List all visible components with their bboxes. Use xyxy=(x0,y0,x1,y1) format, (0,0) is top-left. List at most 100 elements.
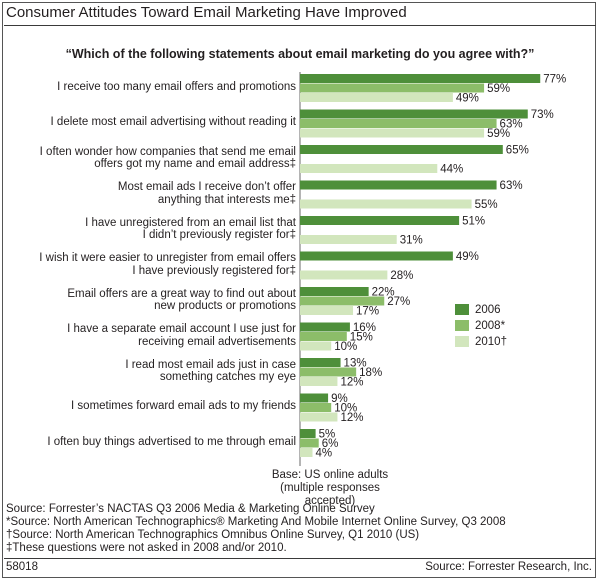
source-credit: Source: Forrester Research, Inc. xyxy=(425,561,592,573)
category-label-line: something catches my eye xyxy=(159,371,296,383)
figure-id: 58018 xyxy=(6,561,38,573)
data-label: 12% xyxy=(340,412,363,424)
bar-2010 xyxy=(300,412,338,422)
category-label: I wish it were easier to unregister from… xyxy=(16,252,296,277)
data-label: 17% xyxy=(356,306,379,318)
category-label-line: I receive too many email offers and prom… xyxy=(57,80,296,93)
data-label: 13% xyxy=(344,358,367,370)
legend-label: 2006 xyxy=(475,304,501,316)
category-label-line: I have unregistered from an email list t… xyxy=(85,216,296,229)
bar-2008 xyxy=(300,119,497,128)
category-label: I read most email ads just in case someth… xyxy=(16,359,296,384)
bar-2006 xyxy=(300,429,316,438)
data-label: 44% xyxy=(440,164,463,176)
category-label-line: I wish it were easier to unregister from… xyxy=(39,252,296,264)
legend-swatch xyxy=(455,304,469,315)
chart-question: “Which of the following statements about… xyxy=(65,47,535,61)
data-label: 49% xyxy=(456,251,479,263)
bar-2008 xyxy=(300,332,347,341)
bar-2006 xyxy=(300,287,369,296)
data-label: 55% xyxy=(475,199,498,211)
bar-2010 xyxy=(300,93,453,102)
category-label-line: receiving email advertisements xyxy=(138,335,296,348)
data-label: 9% xyxy=(331,393,348,405)
data-label: 63% xyxy=(500,180,523,192)
figure-frame xyxy=(2,2,596,578)
category-label-line: new products or promotions xyxy=(154,300,296,312)
bar-2006 xyxy=(300,74,541,83)
bar-2010 xyxy=(300,235,397,244)
category-label: I sometimes forward email ads to my frie… xyxy=(16,400,296,413)
data-label: 27% xyxy=(387,296,410,308)
bar-2006 xyxy=(300,180,497,190)
footer-divider xyxy=(4,558,596,559)
legend-label: 2008* xyxy=(475,320,506,332)
category-label: I delete most email advertising without … xyxy=(16,116,296,129)
data-label: 28% xyxy=(390,270,413,282)
data-label: 59% xyxy=(487,128,510,140)
category-label-line: I sometimes forward email ads to my frie… xyxy=(71,400,296,413)
bar-2006 xyxy=(300,251,453,261)
data-label: 77% xyxy=(543,74,566,86)
legend-swatch xyxy=(455,320,469,331)
figure-title: Consumer Attitudes Toward Email Marketin… xyxy=(6,4,407,21)
data-label: 16% xyxy=(353,322,376,334)
data-label: 5% xyxy=(319,429,336,441)
data-label: 65% xyxy=(506,145,529,157)
bar-2010 xyxy=(300,199,472,209)
base-note-line: (multiple responses accepted) xyxy=(280,482,380,507)
category-label-line: offers got my name and email address‡ xyxy=(94,158,296,170)
data-label: 59% xyxy=(487,83,510,95)
bar-2010 xyxy=(300,448,313,457)
bar-2008 xyxy=(300,83,485,93)
bar-2006 xyxy=(300,109,528,119)
title-divider xyxy=(4,25,596,26)
bar-2010 xyxy=(300,306,354,315)
bar-2008 xyxy=(300,367,357,377)
bar-2006 xyxy=(300,393,329,403)
data-label: 6% xyxy=(322,438,339,450)
category-label: Email offers are a great way to find out… xyxy=(16,288,296,313)
category-label-line: I delete most email advertising without … xyxy=(50,116,296,129)
category-label-line: I didn’t previously register for‡ xyxy=(142,229,296,241)
category-label-line: I often wonder how companies that send m… xyxy=(39,145,296,158)
source-notes: Source: Forrester’s NACTAS Q3 2006 Media… xyxy=(6,503,506,555)
source-note: *Source: North American Technographics® … xyxy=(6,516,506,528)
category-label: I often wonder how companies that send m… xyxy=(16,146,296,171)
legend-swatch xyxy=(455,336,469,347)
data-label: 18% xyxy=(359,367,382,379)
category-label: I have a separate email account I use ju… xyxy=(16,323,296,348)
category-label-line: I often buy things advertised to me thro… xyxy=(47,435,296,448)
data-label: 63% xyxy=(500,119,523,131)
category-label-line: Most email ads I receive don’t offer xyxy=(117,181,296,193)
category-label: I receive too many email offers and prom… xyxy=(16,81,296,94)
source-note: Source: Forrester’s NACTAS Q3 2006 Media… xyxy=(6,503,375,515)
data-label: 15% xyxy=(350,332,373,344)
data-label: 73% xyxy=(531,109,554,121)
data-label: 22% xyxy=(372,287,395,299)
bar-2010 xyxy=(300,341,332,351)
category-label-line: Email offers are a great way to find out… xyxy=(67,287,296,300)
legend-label: 2010† xyxy=(475,336,507,348)
data-label: 12% xyxy=(340,377,363,389)
category-label-line: I have previously registered for‡ xyxy=(132,264,296,277)
base-note: Base: US online adults (multiple respons… xyxy=(255,469,405,508)
bar-2010 xyxy=(300,377,338,386)
bar-2006 xyxy=(300,358,341,367)
category-label: Most email ads I receive don’t offer anyt… xyxy=(16,181,296,206)
category-label: I often buy things advertised to me thro… xyxy=(16,436,296,449)
data-label: 49% xyxy=(456,93,479,105)
source-note: †Source: North American Technographics O… xyxy=(6,529,420,541)
data-label: 31% xyxy=(400,235,423,247)
base-note-line: Base: US online adults xyxy=(271,469,389,481)
bar-2006 xyxy=(300,322,350,332)
bar-2006 xyxy=(300,145,503,154)
bar-2010 xyxy=(300,164,438,173)
bar-2008 xyxy=(300,403,332,412)
bar-chart: 77%59%49%73%63%59%65%44%63%55%51%31%49%2… xyxy=(299,72,566,466)
bar-2010 xyxy=(300,128,485,138)
category-label-line: anything that interests me‡ xyxy=(157,193,296,206)
bar-2008 xyxy=(300,438,319,448)
source-note: ‡These questions were not asked in 2008 … xyxy=(6,542,287,554)
bar-2010 xyxy=(300,270,388,280)
